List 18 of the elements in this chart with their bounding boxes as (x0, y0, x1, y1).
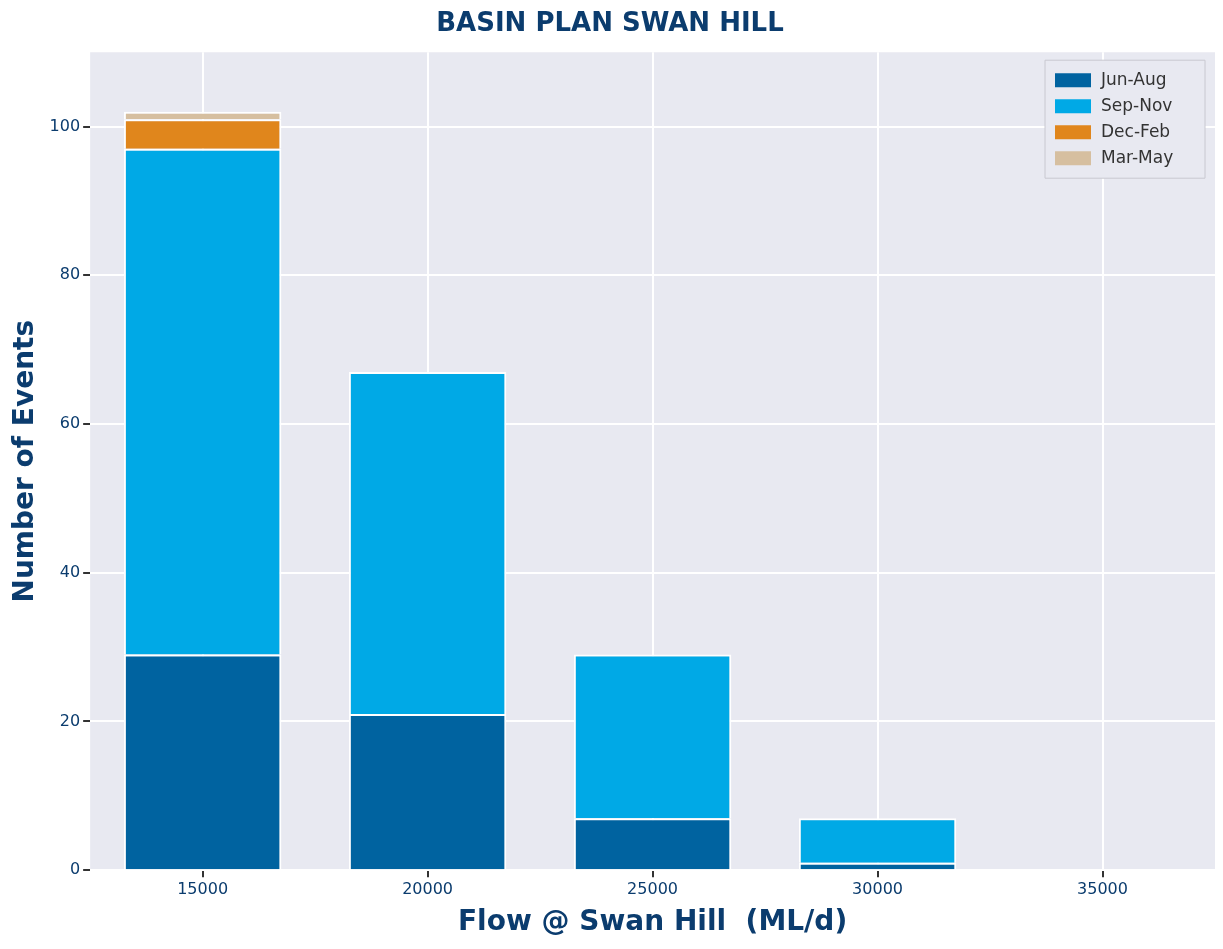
y-tick-label: 80 (59, 264, 81, 284)
x-tick-label: 30000 (852, 878, 903, 898)
chart-title: BASIN PLAN SWAN HILL (436, 7, 784, 38)
x-axis-title: Flow @ Swan Hill (ML/d) (457, 904, 848, 938)
legend-label: Sep-Nov (1101, 94, 1173, 115)
y-tick-label: 100 (49, 115, 81, 135)
x-tick-label: 25000 (627, 878, 679, 898)
y-axis-title: Number of Events (7, 319, 41, 603)
y-tick-label: 0 (69, 859, 81, 879)
y-tick-label: 40 (59, 561, 81, 581)
legend-label: Mar-May (1101, 146, 1174, 167)
x-tick-label: 20000 (402, 878, 454, 898)
x-tick-label: 35000 (1077, 878, 1128, 898)
y-tick-label: 60 (59, 413, 81, 433)
x-tick-label: 15000 (177, 878, 229, 898)
legend-label: Dec-Feb (1101, 120, 1171, 141)
legend-label: Jun-Aug (1100, 68, 1167, 89)
y-tick-label: 20 (59, 710, 81, 730)
